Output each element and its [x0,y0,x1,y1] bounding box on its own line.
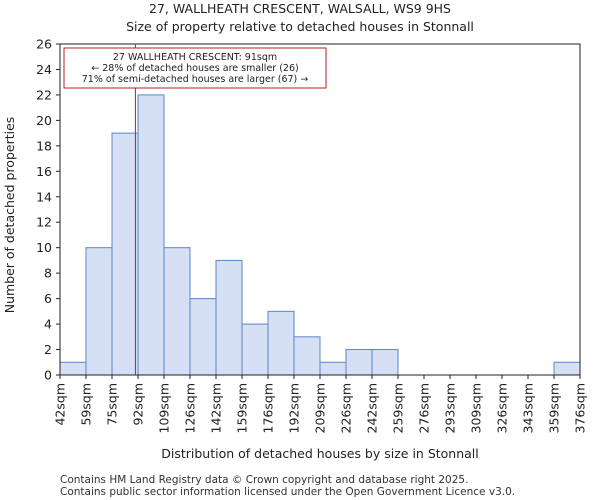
bar-42sqm [59,361,87,376]
x-tick-label: 42sqm [53,383,68,426]
x-tick-label: 159sqm [235,383,250,433]
y-tick-label: 20 [36,113,52,128]
x-tick-label: 176sqm [261,383,276,433]
bars-group [59,94,581,376]
x-tick-label: 192sqm [287,383,302,433]
bar-226sqm [345,349,373,376]
y-tick-label: 18 [36,138,52,153]
x-tick-label: 142sqm [209,383,224,433]
annotation-line-2: ← 28% of detached houses are smaller (26… [91,63,298,74]
chart-subtitle: Size of property relative to detached ho… [126,19,474,34]
bar-59sqm [85,247,113,376]
footer-line-2: Contains public sector information licen… [60,486,515,498]
bar-126sqm [189,298,217,376]
x-tick-label: 276sqm [417,383,432,433]
chart-title: 27, WALLHEATH CRESCENT, WALSALL, WS9 9HS [149,1,451,16]
annotation-frame [63,47,327,89]
bar-359sqm [553,361,581,376]
y-tick-label: 8 [44,266,52,281]
y-tick-label: 10 [36,240,52,255]
bar-209sqm [319,361,347,376]
x-tick-label: 359sqm [547,383,562,433]
x-tick-label: 259sqm [391,383,406,433]
bar-142sqm [215,259,243,376]
bar-242sqm [371,349,399,376]
annotation-line-1: 27 WALLHEATH CRESCENT: 91sqm [113,52,277,63]
y-tick-label: 12 [36,215,52,230]
x-axis-label: Distribution of detached houses by size … [161,446,479,461]
x-tick-label: 59sqm [79,383,94,426]
y-tick-label: 16 [36,164,52,179]
y-tick-label: 22 [36,87,52,102]
plot-frame [59,43,581,376]
bar-192sqm [293,336,321,376]
x-tick-label: 293sqm [443,383,458,433]
x-tick-label: 209sqm [313,383,328,433]
x-tick-label: 326sqm [495,383,510,433]
y-tick-label: 0 [44,368,52,383]
x-tick-label: 126sqm [183,383,198,433]
x-tick-label: 226sqm [339,383,354,433]
x-tick-label: 75sqm [105,383,120,426]
annotation-line-3: 71% of semi-detached houses are larger (… [82,74,309,85]
x-axis: 42sqm 59sqm 75sqm 92sqm 109sqm 126sqm 142sqm 15… [53,375,588,433]
y-tick-label: 26 [36,37,52,52]
bar-92sqm [137,94,165,376]
y-tick-label: 6 [44,291,52,306]
x-tick-label: 242sqm [365,383,380,433]
x-tick-label: 92sqm [131,383,146,426]
y-axis-label: Number of detached properties [2,117,17,314]
x-tick-label: 343sqm [521,383,536,433]
bar-176sqm [267,310,295,376]
bar-75sqm [111,132,139,376]
y-tick-label: 2 [44,342,52,357]
x-tick-label: 376sqm [573,383,588,433]
x-tick-label: 309sqm [469,383,484,433]
bar-159sqm [241,323,269,376]
y-tick-label: 24 [36,62,52,77]
annotation-box: 27 WALLHEATH CRESCENT: 91sqm ← 28% of de… [63,47,327,89]
x-tick-label: 109sqm [157,383,172,433]
bar-109sqm [163,247,191,376]
y-tick-label: 4 [44,317,52,332]
footer-line-1: Contains HM Land Registry data © Crown c… [60,474,468,486]
y-tick-label: 14 [36,189,52,204]
